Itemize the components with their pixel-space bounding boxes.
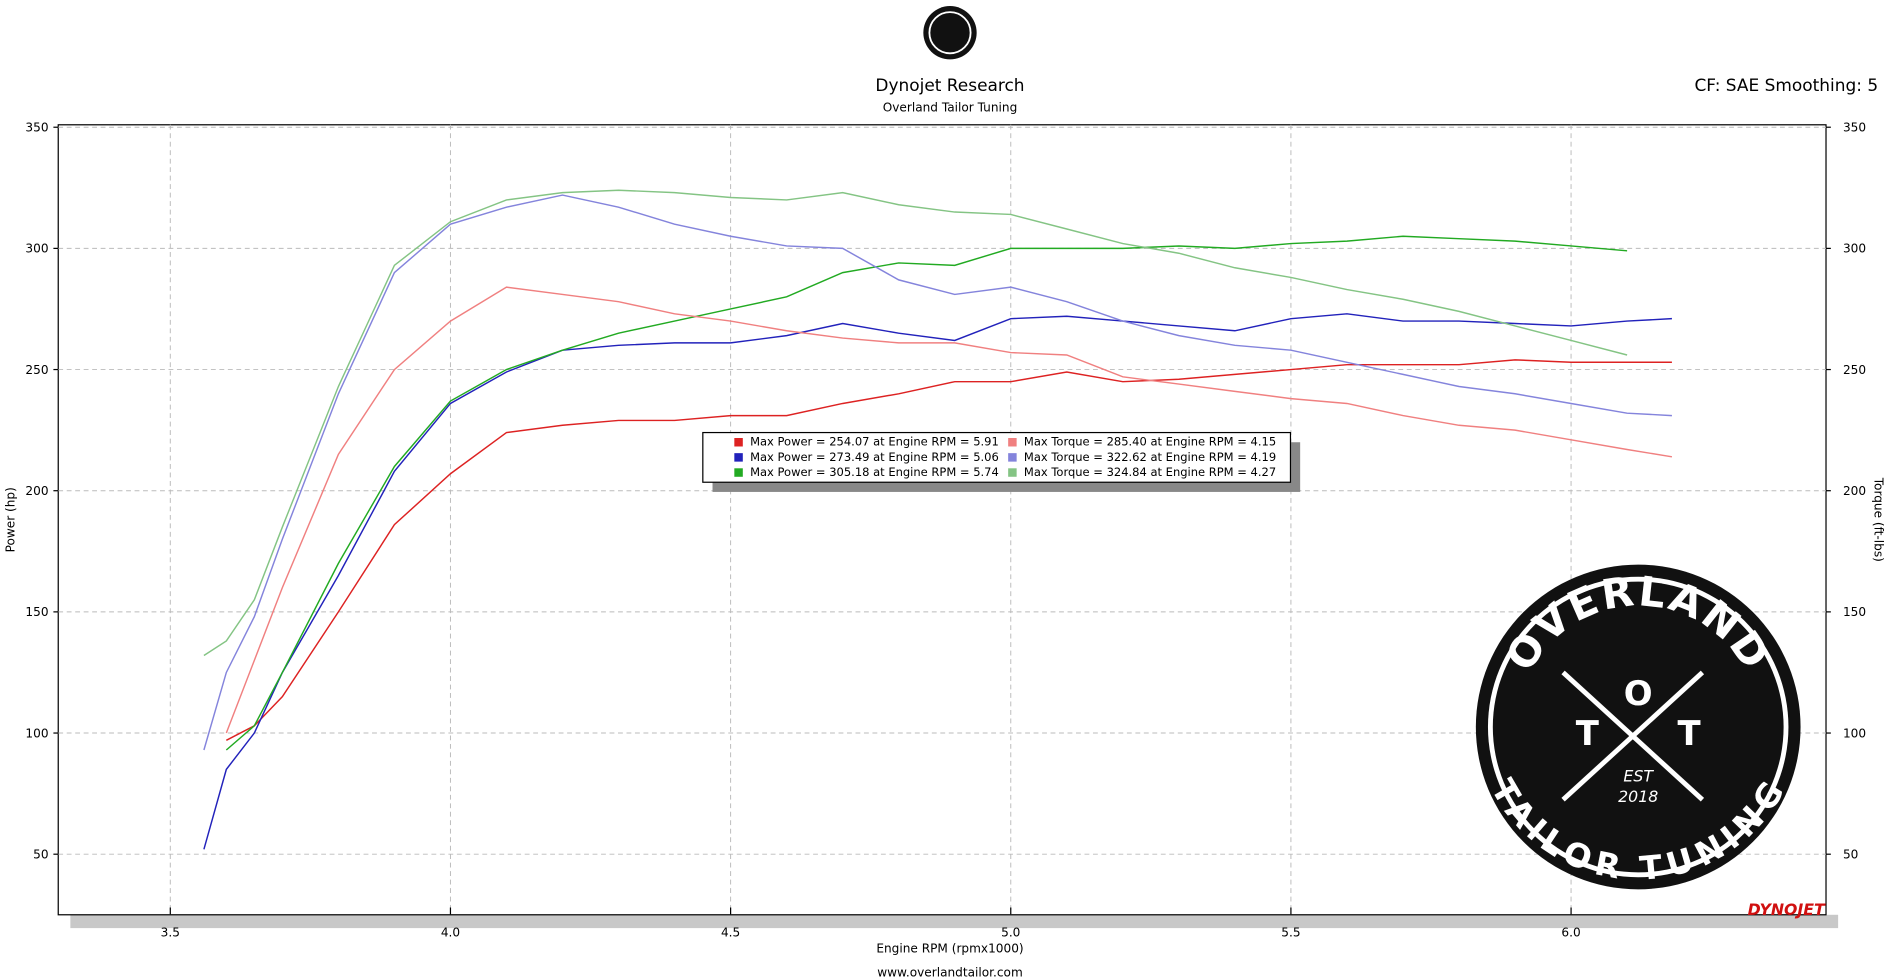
brand: DYNOJET	[1748, 900, 1826, 919]
legend-label: Max Power = 305.18 at Engine RPM = 5.74	[750, 465, 999, 479]
x-tick-label: 3.5	[161, 926, 180, 940]
y2-tick-label: 100	[1843, 726, 1866, 740]
y2-tick-label: 350	[1843, 120, 1866, 134]
y-tick-label: 100	[25, 726, 48, 740]
y2-tick-label: 150	[1843, 605, 1866, 619]
lines	[203, 189, 1673, 850]
x-tick-label: 5.0	[1001, 926, 1020, 940]
y2-tick-label: 250	[1843, 363, 1866, 377]
x-tick-label: 4.0	[441, 926, 460, 940]
y-tick-label: 150	[25, 605, 48, 619]
logo-letter: T	[1678, 714, 1701, 753]
y2-tick-label: 50	[1843, 847, 1858, 861]
logo-year: 2018	[1618, 787, 1658, 806]
y-tick-label: 200	[25, 484, 48, 498]
y-tick-label: 300	[25, 242, 48, 256]
x-tick-label: 4.5	[721, 926, 740, 940]
legend	[702, 431, 1292, 483]
legend-swatch	[734, 468, 743, 477]
logo-letter: T	[1576, 714, 1599, 753]
x-tick-label: 5.5	[1281, 926, 1300, 940]
y-axis-title: Power (hp)	[4, 487, 18, 552]
logo-est: EST	[1623, 767, 1654, 786]
x-axis-title: Engine RPM (rpmx1000)	[876, 941, 1023, 955]
y-tick-label: 250	[25, 363, 48, 377]
legend-swatch	[1008, 453, 1017, 462]
header-logo	[923, 6, 977, 60]
y-tick-label: 350	[25, 120, 48, 134]
legend-swatch	[1008, 438, 1017, 447]
footer: www.overlandtailor.com	[877, 966, 1022, 979]
logo: OVERLAND TAILOR TUNING T O T EST 2018	[1475, 564, 1801, 890]
torque-line	[203, 194, 1672, 751]
logo-letter: O	[1624, 674, 1653, 713]
torque-line	[203, 189, 1628, 657]
header-logo-ring	[928, 11, 972, 55]
legend-label: Max Torque = 285.40 at Engine RPM = 4.15	[1024, 435, 1276, 449]
y2-tick-label: 300	[1843, 242, 1866, 256]
legend-label: Max Power = 273.49 at Engine RPM = 5.06	[750, 450, 999, 464]
settings-label: CF: SAE Smoothing: 5	[1694, 75, 1878, 95]
legend-label: Max Power = 254.07 at Engine RPM = 5.91	[750, 435, 999, 449]
torque-line	[225, 286, 1673, 734]
legend-label: Max Torque = 322.62 at Engine RPM = 4.19	[1024, 450, 1276, 464]
power-line	[225, 359, 1672, 741]
y-tick-label: 50	[33, 847, 48, 861]
legend-swatch	[734, 438, 743, 447]
legend-swatch	[734, 453, 743, 462]
legend-entries: Max Power = 254.07 at Engine RPM = 5.91M…	[734, 435, 1276, 479]
chart-title: Dynojet Research	[875, 75, 1024, 95]
axis-shadow	[70, 914, 1839, 929]
y2-axis-title: Torque (ft-lbs)	[1871, 477, 1885, 562]
legend-swatch	[1008, 468, 1017, 477]
legend-label: Max Torque = 324.84 at Engine RPM = 4.27	[1024, 465, 1276, 479]
y2-tick-label: 200	[1843, 484, 1866, 498]
power-line	[203, 313, 1672, 850]
power-line	[225, 235, 1628, 751]
chart-subtitle: Overland Tailor Tuning	[883, 100, 1018, 114]
x-tick-label: 6.0	[1561, 926, 1580, 940]
logo-cross	[1561, 670, 1705, 802]
